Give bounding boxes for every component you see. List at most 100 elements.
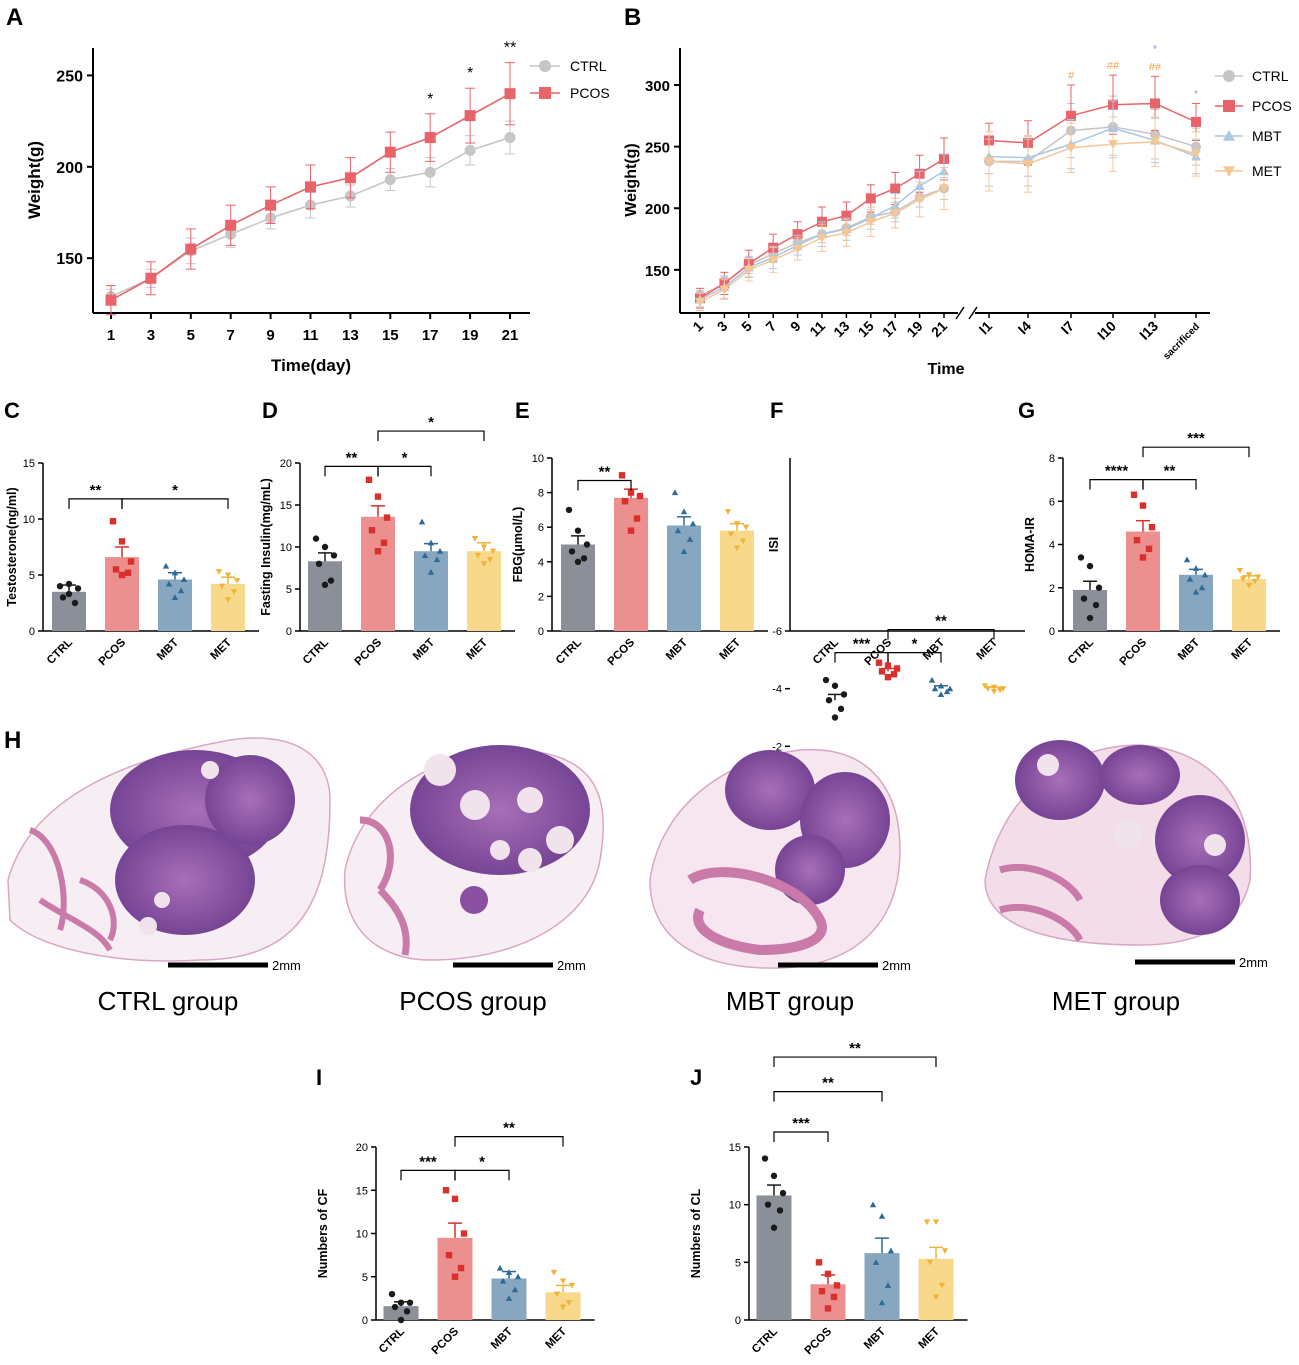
significance-label: *: [402, 449, 408, 466]
data-point-pcos: [890, 671, 898, 678]
data-point-ctrl: [831, 682, 839, 689]
tissue-follicle: [139, 917, 157, 935]
data-point-mbt: [421, 552, 429, 558]
data-point-met: [1150, 137, 1160, 147]
data-point-mbt: [511, 1286, 519, 1293]
data-point-pcos: [460, 1230, 468, 1237]
data-point-ctrl: [424, 166, 436, 178]
significance-label: **: [822, 1075, 834, 1092]
significance-bracket: [887, 628, 995, 640]
data-point-pcos: [824, 1270, 832, 1278]
x-tick-label: CTRL: [377, 1326, 407, 1356]
y-tick-label: 0: [29, 626, 35, 638]
bar-pcos: [810, 1284, 846, 1320]
y-tick-label: 15: [729, 1142, 741, 1154]
data-point-pcos: [627, 489, 635, 496]
data-point-met: [695, 297, 705, 307]
y-tick-label: 5: [286, 584, 292, 596]
data-point-ctrl: [330, 552, 338, 559]
significance-bracket: [1142, 479, 1197, 490]
bar-ctrl: [52, 591, 86, 631]
data-point-met: [996, 687, 1004, 694]
data-point-mbt: [427, 539, 435, 546]
data-point-met: [1191, 150, 1201, 159]
tissue-ovary: [775, 835, 845, 905]
data-point-pcos: [890, 183, 901, 194]
significance-bracket: [324, 465, 379, 477]
y-tick-label: 5: [29, 570, 35, 582]
y-tick-label: 5: [735, 1257, 741, 1269]
data-point-pcos: [225, 219, 237, 231]
data-point-pcos: [792, 229, 803, 240]
significance-mark: *: [427, 91, 433, 108]
data-point-met: [932, 1294, 940, 1301]
data-point-mbt: [937, 691, 945, 697]
y-tick-label: 15: [23, 458, 35, 470]
data-point-mbt: [674, 527, 682, 534]
x-tick-label: 21: [502, 327, 519, 344]
y-axis-label: Numbers of CF: [316, 1188, 330, 1278]
x-tick-label: 17: [422, 327, 439, 344]
data-point-met: [939, 184, 949, 194]
bar-mbt: [414, 551, 448, 631]
data-point-mbt: [171, 594, 179, 600]
x-tick-label: I10: [1094, 318, 1119, 343]
data-point-ctrl: [1086, 614, 1094, 622]
tissue-ovary: [1015, 740, 1105, 820]
y-tick-label: 10: [356, 1229, 368, 1241]
y-tick-label: 6: [1049, 496, 1055, 508]
tissue-cyst: [546, 826, 574, 854]
tissue-follicle: [201, 761, 219, 779]
data-point-pcos: [618, 472, 626, 479]
histology-pcos: [343, 745, 604, 961]
x-tick-label: MBT: [1176, 637, 1202, 663]
significance-label: ***: [792, 1115, 810, 1132]
data-point-pcos: [875, 659, 883, 666]
tissue-follicle: [154, 892, 170, 908]
x-tick-label: 11: [303, 327, 319, 344]
x-tick-label: 9: [266, 327, 274, 344]
y-tick-label: 300: [645, 78, 670, 95]
y-tick-label: 250: [645, 140, 670, 157]
significance-mark: #: [1068, 70, 1075, 82]
legend-marker: [1223, 100, 1235, 112]
data-point-pcos: [1139, 502, 1147, 509]
data-point-ctrl: [388, 1290, 396, 1298]
data-point-ctrl: [56, 583, 64, 590]
caption-ctrl-group: CTRL group: [98, 986, 239, 1016]
data-point-mbt: [878, 1213, 886, 1219]
data-point-ctrl: [1080, 595, 1088, 602]
data-point-met: [480, 544, 488, 551]
x-tick-label: MET: [916, 1326, 942, 1352]
data-point-pcos: [344, 172, 356, 184]
panel-label-f: F: [770, 398, 783, 423]
data-point-ctrl: [580, 555, 588, 562]
panel-label-j: J: [690, 1065, 702, 1090]
data-point-met: [218, 583, 226, 590]
y-axis-label: Testosterone(ng/ml): [5, 487, 19, 606]
y-tick-label: 8: [538, 488, 544, 500]
significance-label: *: [172, 482, 178, 499]
tissue-ovary: [410, 745, 590, 875]
data-point-met: [733, 521, 741, 527]
data-point-met: [941, 1248, 949, 1254]
data-point-ctrl: [831, 714, 839, 721]
tissue-follicle: [1037, 754, 1059, 776]
data-point-ctrl: [779, 1189, 787, 1197]
x-tick-label: MET: [717, 637, 743, 663]
caption-pcos-group: PCOS group: [399, 986, 546, 1016]
data-point-met: [938, 1282, 946, 1289]
bar-ctrl: [1073, 589, 1107, 631]
y-tick-label: -6: [772, 626, 782, 638]
data-point-met: [1236, 567, 1244, 574]
data-point-met: [224, 597, 232, 603]
data-point-met: [565, 1300, 573, 1306]
x-tick-label: CTRL: [811, 637, 841, 667]
data-point-ctrl: [406, 1299, 414, 1306]
x-tick-label: 1: [689, 318, 706, 335]
tissue-cyst: [517, 787, 543, 813]
data-point-pcos: [1139, 554, 1147, 561]
significance-label: *: [912, 636, 918, 653]
data-point-mbt: [946, 685, 954, 692]
data-point-pcos: [451, 1273, 459, 1280]
